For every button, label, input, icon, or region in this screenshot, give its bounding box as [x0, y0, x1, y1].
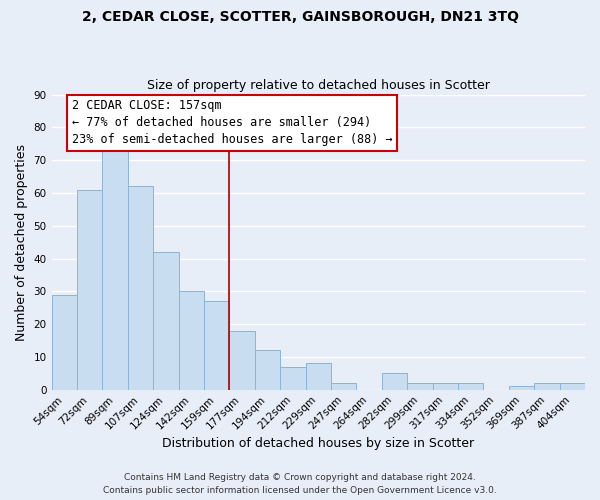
Title: Size of property relative to detached houses in Scotter: Size of property relative to detached ho…: [147, 79, 490, 92]
Bar: [179, 292, 204, 390]
Bar: [280, 367, 305, 390]
Bar: [407, 383, 433, 390]
Bar: [458, 383, 484, 390]
Bar: [331, 383, 356, 390]
Bar: [534, 383, 560, 390]
Bar: [509, 386, 534, 390]
Text: 2, CEDAR CLOSE, SCOTTER, GAINSBOROUGH, DN21 3TQ: 2, CEDAR CLOSE, SCOTTER, GAINSBOROUGH, D…: [82, 10, 518, 24]
Bar: [204, 301, 229, 390]
Bar: [77, 190, 103, 390]
Bar: [255, 350, 280, 390]
Bar: [382, 374, 407, 390]
Bar: [305, 364, 331, 390]
Text: 2 CEDAR CLOSE: 157sqm
← 77% of detached houses are smaller (294)
23% of semi-det: 2 CEDAR CLOSE: 157sqm ← 77% of detached …: [72, 100, 392, 146]
Bar: [153, 252, 179, 390]
Y-axis label: Number of detached properties: Number of detached properties: [15, 144, 28, 340]
Bar: [229, 330, 255, 390]
Bar: [433, 383, 458, 390]
Bar: [52, 294, 77, 390]
Bar: [128, 186, 153, 390]
Bar: [560, 383, 585, 390]
X-axis label: Distribution of detached houses by size in Scotter: Distribution of detached houses by size …: [162, 437, 475, 450]
Bar: [103, 144, 128, 390]
Text: Contains HM Land Registry data © Crown copyright and database right 2024.
Contai: Contains HM Land Registry data © Crown c…: [103, 474, 497, 495]
